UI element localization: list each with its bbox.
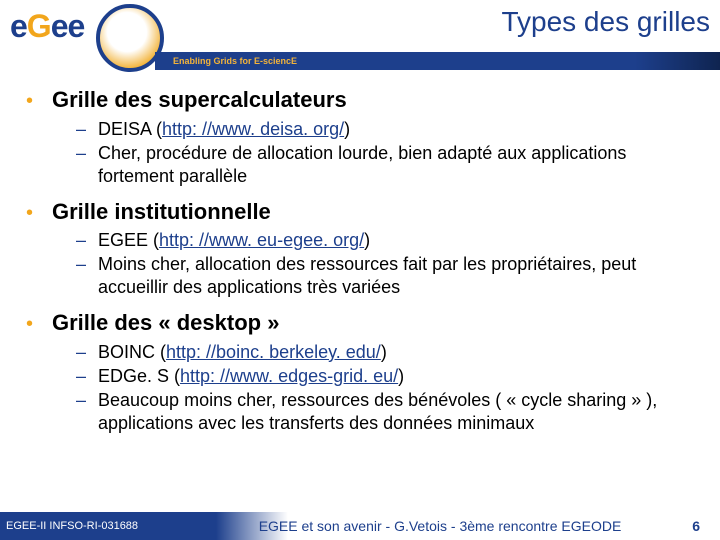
dash-icon: – [76,230,98,252]
item-text: DEISA (http: //www. deisa. org/) [98,118,350,141]
bullet-icon: • [26,91,52,111]
logo-circle-icon [96,4,164,72]
item-text: Moins cher, allocation des ressources fa… [98,253,700,299]
logo-letter: e [67,8,84,44]
list-item: –EDGe. S (http: //www. edges-grid. eu/) [76,365,700,388]
hyperlink[interactable]: http: //www. eu-egee. org/ [159,230,364,250]
tagline-text: Enabling Grids for E-sciencE [173,56,297,66]
footer-project-id: EGEE-II INFSO-RI-031688 [0,520,210,532]
dash-icon: – [76,342,98,364]
logo-letter: G [27,8,51,44]
dash-icon: – [76,390,98,412]
bullet-icon: • [26,314,52,334]
section-title: Grille institutionnelle [52,198,271,226]
dash-icon: – [76,254,98,276]
item-text: EGEE (http: //www. eu-egee. org/) [98,229,370,252]
slide-content: •Grille des supercalculateurs–DEISA (htt… [0,72,720,435]
list-item: –Cher, procédure de allocation lourde, b… [76,142,700,188]
logo-text: eGee [10,8,84,45]
list-item: –Moins cher, allocation des ressources f… [76,253,700,299]
list-item: –DEISA (http: //www. deisa. org/) [76,118,700,141]
section-title: Grille des supercalculateurs [52,86,347,114]
footer-title: EGEE et son avenir - G.Vetois - 3ème ren… [210,518,670,534]
bullet-icon: • [26,203,52,223]
hyperlink[interactable]: http: //www. edges-grid. eu/ [180,366,398,386]
dash-icon: – [76,366,98,388]
dash-icon: – [76,119,98,141]
slide-header: eGee Types des grilles Enabling Grids fo… [0,0,720,72]
hyperlink[interactable]: http: //boinc. berkeley. edu/ [166,342,381,362]
section: •Grille des supercalculateurs –DEISA (htt… [26,86,700,188]
item-text: EDGe. S (http: //www. edges-grid. eu/) [98,365,404,388]
logo-letter: e [10,8,27,44]
slide-title: Types des grilles [501,6,710,38]
logo-letter: e [51,8,68,44]
item-text: BOINC (http: //boinc. berkeley. edu/) [98,341,387,364]
section-title: Grille des « desktop » [52,309,279,337]
item-text: Beaucoup moins cher, ressources des béné… [98,389,700,435]
list-item: –EGEE (http: //www. eu-egee. org/) [76,229,700,252]
hyperlink[interactable]: http: //www. deisa. org/ [162,119,344,139]
list-item: –Beaucoup moins cher, ressources des bén… [76,389,700,435]
section: •Grille institutionnelle –EGEE (http: //w… [26,198,700,300]
item-text: Cher, procédure de allocation lourde, bi… [98,142,700,188]
list-item: –BOINC (http: //boinc. berkeley. edu/) [76,341,700,364]
tagline-bar: Enabling Grids for E-sciencE [155,52,720,70]
slide-footer: EGEE-II INFSO-RI-031688 EGEE et son aven… [0,512,720,540]
footer-page-number: 6 [670,518,720,534]
section: •Grille des « desktop »–BOINC (http: //b… [26,309,700,435]
dash-icon: – [76,143,98,165]
